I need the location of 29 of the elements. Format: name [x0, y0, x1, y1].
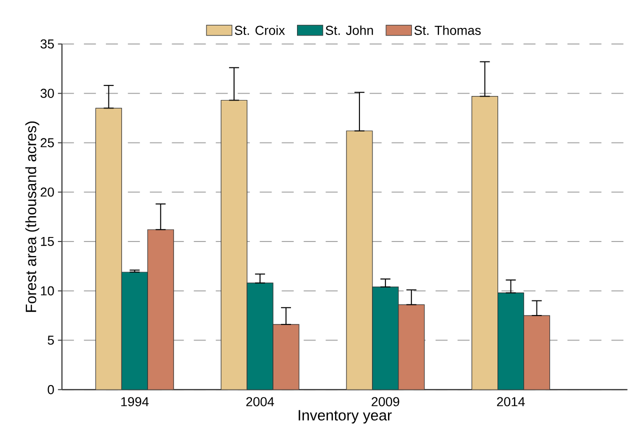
bar: [272, 324, 300, 390]
bar: [523, 315, 550, 390]
y-tick-label: 5: [48, 336, 54, 345]
y-tick-label: 25: [40, 138, 54, 148]
bar: [346, 130, 373, 390]
bar: [95, 108, 122, 390]
y-axis-title: Forest area (thousand acres): [25, 122, 40, 312]
y-tick-label: 30: [40, 88, 54, 98]
x-tick-label: 2009: [372, 397, 400, 407]
x-tick-label: 2004: [246, 397, 274, 407]
bar: [121, 272, 148, 390]
x-tick-label: 2014: [497, 397, 525, 407]
legend-label: St. Croix: [234, 26, 285, 36]
bar: [372, 286, 399, 390]
bar: [147, 230, 174, 390]
y-tick-label: 15: [41, 237, 54, 246]
bar: [220, 100, 248, 390]
bar: [246, 282, 274, 390]
x-tick-label: 1994: [121, 397, 149, 407]
bar: [472, 96, 498, 390]
bar: [498, 292, 524, 390]
y-tick-label: 35: [40, 40, 54, 49]
y-tick-label: 0: [48, 385, 54, 394]
bar: [398, 304, 425, 390]
y-tick-label: 20: [40, 188, 54, 197]
legend-label: St. Thomas: [414, 26, 481, 36]
legend-label: St. John: [326, 26, 373, 36]
x-axis-title: Inventory year: [298, 410, 392, 424]
y-tick-label: 10: [41, 286, 54, 296]
